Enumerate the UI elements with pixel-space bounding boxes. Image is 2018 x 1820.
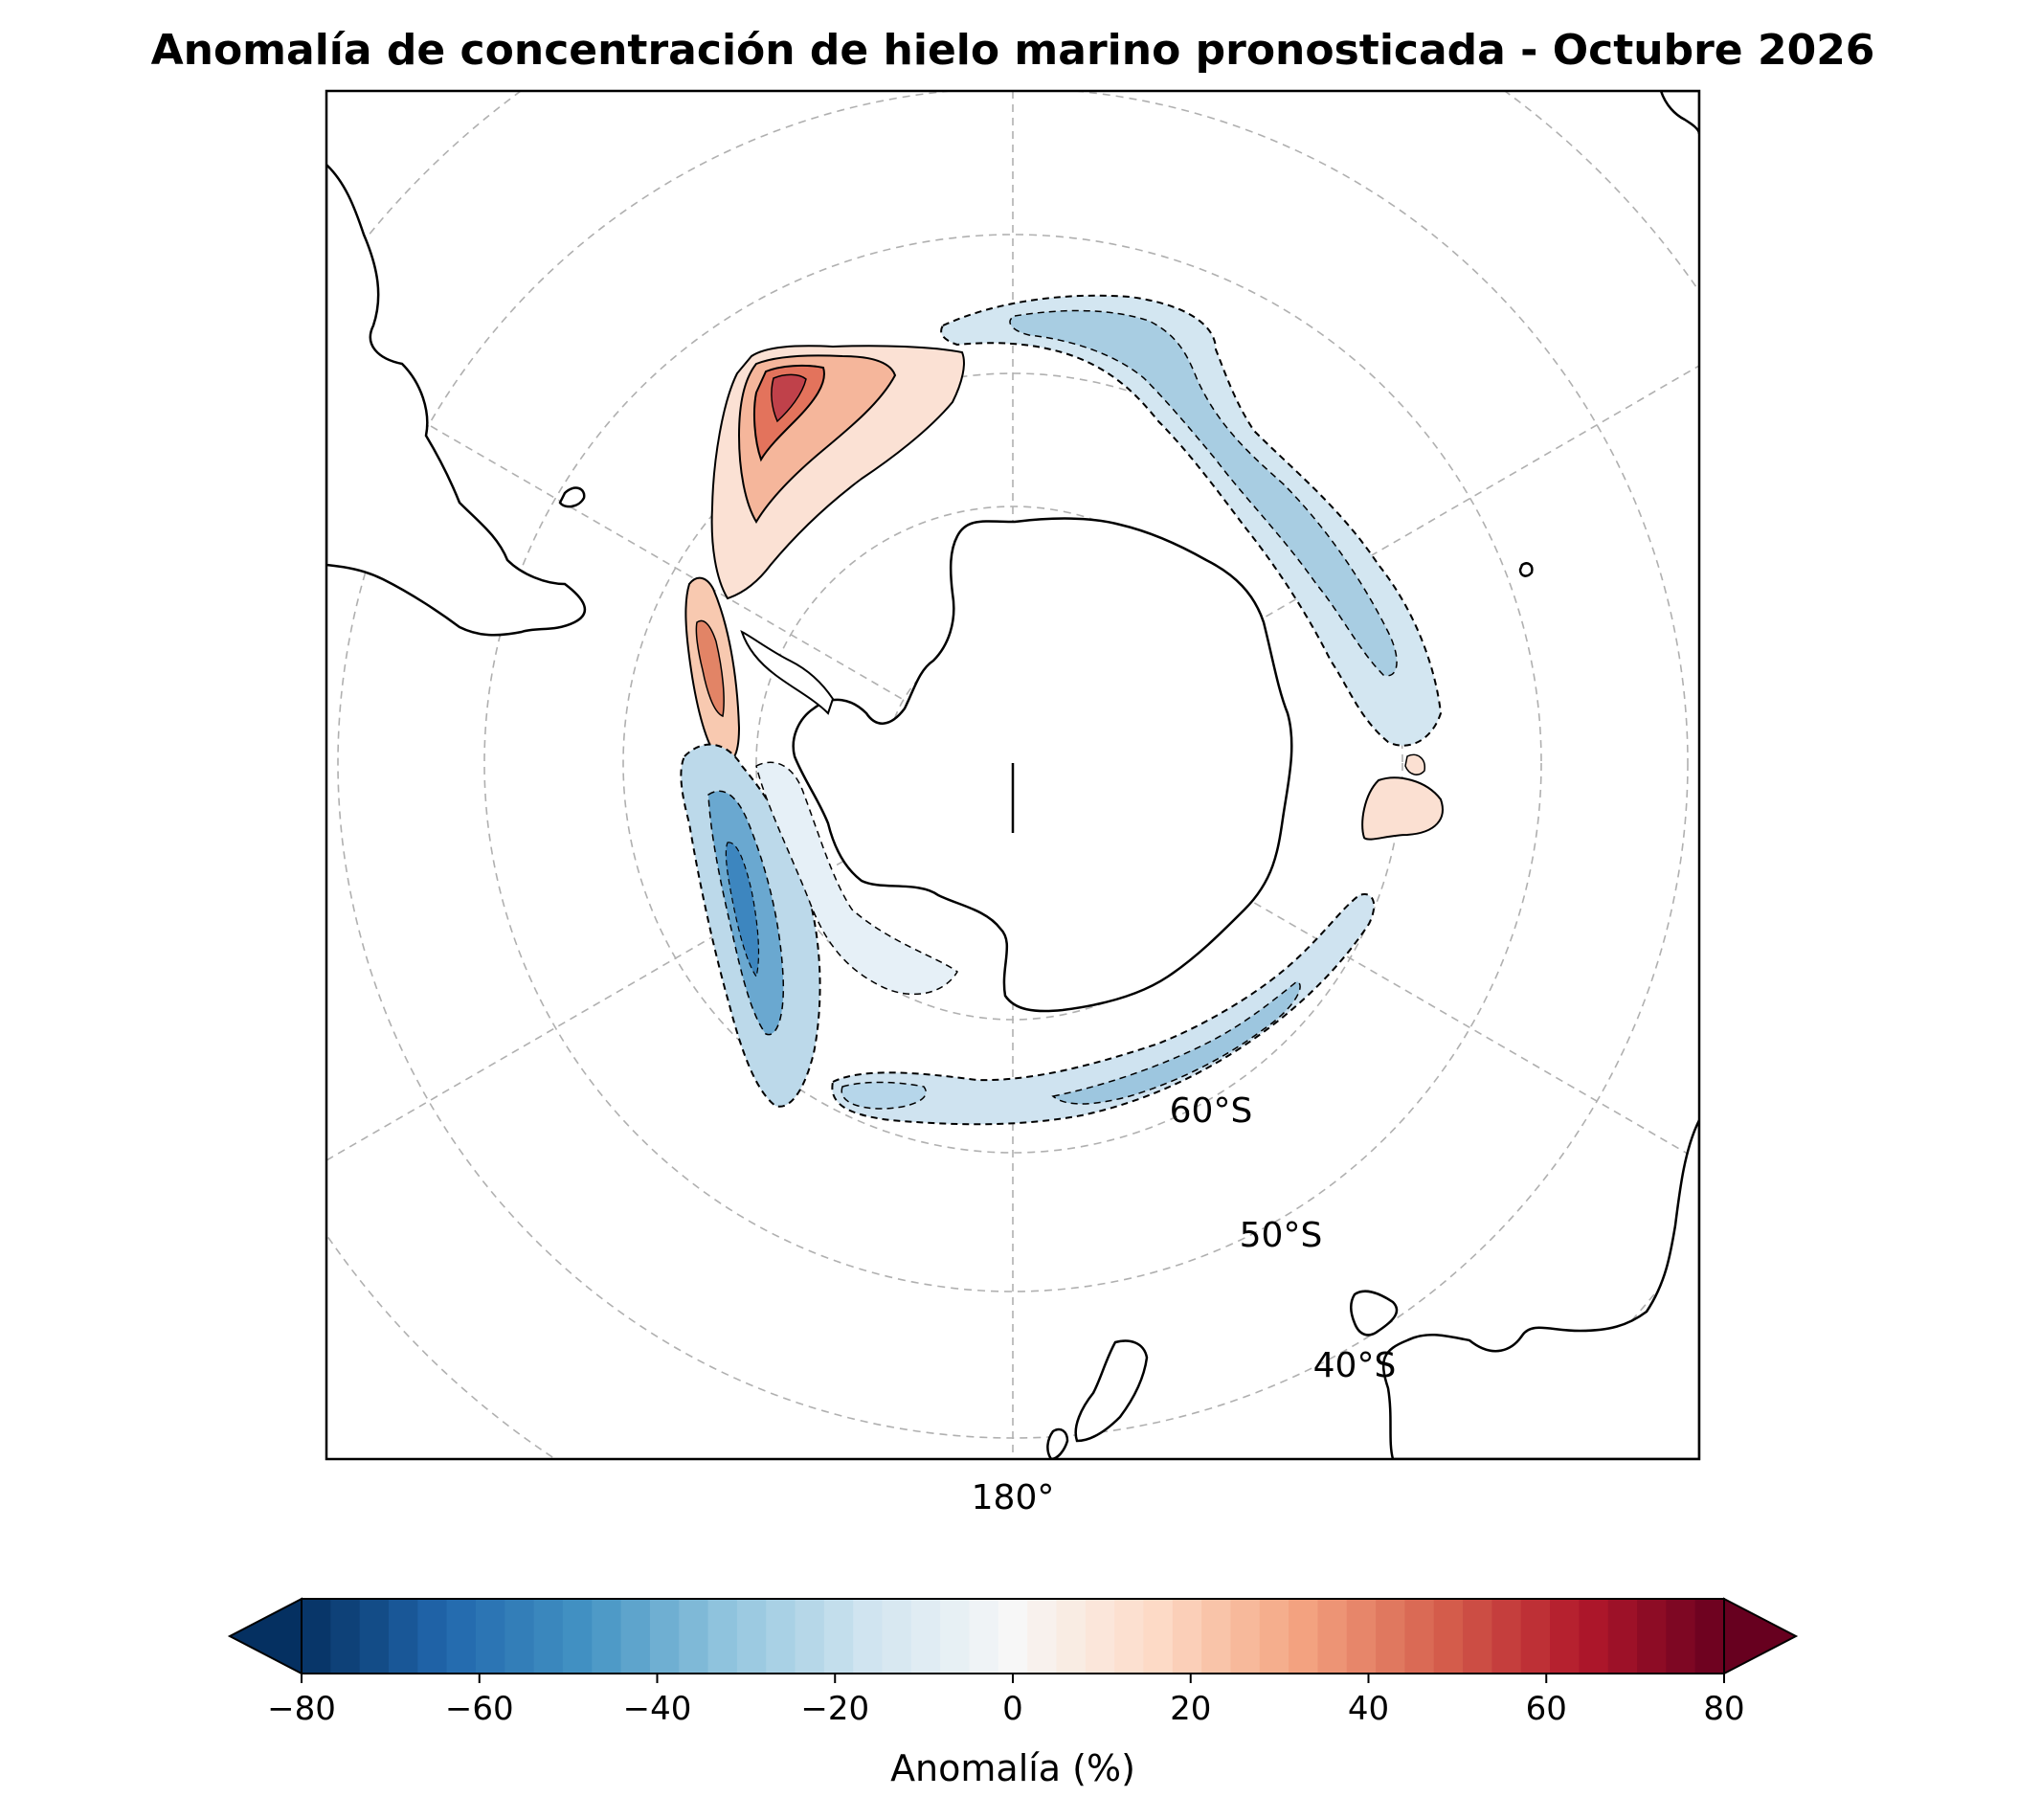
colorbar-extend-max (1723, 1597, 1799, 1675)
colorbar-cell (766, 1599, 796, 1674)
colorbar-cell (1172, 1599, 1202, 1674)
colorbar-cell (620, 1599, 651, 1674)
colorbar-cell (1666, 1599, 1696, 1674)
colorbar-cell (1433, 1599, 1464, 1674)
colorbar-label: Anomalía (%) (890, 1747, 1135, 1789)
new-zealand-north-coastline (1046, 1427, 1069, 1459)
colorbar-cell (446, 1599, 477, 1674)
colorbar-cell (562, 1599, 593, 1674)
map-panel: 60°S 50°S 40°S 180° (325, 89, 1701, 1517)
colorbar-cell (302, 1599, 331, 1674)
colorbar-tick-label: 0 (1002, 1690, 1023, 1728)
colorbar-cell (853, 1599, 884, 1674)
continent-coastlines (326, 91, 1699, 1459)
anomaly-weddell-positive (710, 345, 965, 600)
lon-label-180: 180° (972, 1478, 1055, 1517)
colorbar-cell (533, 1599, 564, 1674)
anomaly-pacific-negative (831, 893, 1376, 1126)
lat-label-40: 40°S (1313, 1346, 1397, 1385)
colorbar-cell (1085, 1599, 1115, 1674)
anomaly-indian-negative (940, 294, 1443, 747)
colorbar-cell (969, 1599, 999, 1674)
colorbar-tick-label: 40 (1348, 1690, 1389, 1728)
antarctic-peninsula (740, 630, 835, 715)
tasmania-coastline (1350, 1290, 1399, 1337)
colorbar-cell (736, 1599, 767, 1674)
colorbar-tick-label: −20 (800, 1690, 869, 1728)
new-zealand-coastline (1074, 1339, 1149, 1443)
colorbar-cell (1520, 1599, 1551, 1674)
colorbar-tick-label: 20 (1170, 1690, 1211, 1728)
colorbar-cell (504, 1599, 535, 1674)
colorbar-cell (910, 1599, 941, 1674)
colorbar-cell (1114, 1599, 1145, 1674)
colorbar-cell (388, 1599, 418, 1674)
colorbar-tick-label: 80 (1703, 1690, 1744, 1728)
colorbar-cell (1056, 1599, 1087, 1674)
colorbar-cell (1579, 1599, 1609, 1674)
colorbar-cell (1259, 1599, 1289, 1674)
colorbar-cell (592, 1599, 622, 1674)
colorbar-cell (649, 1599, 680, 1674)
colorbar-cell (1376, 1599, 1406, 1674)
colorbar-cells (302, 1599, 1725, 1674)
colorbar-cell (707, 1599, 738, 1674)
colorbar-cell (1550, 1599, 1580, 1674)
falkland-islands-coastline (558, 486, 586, 508)
colorbar-cell (330, 1599, 361, 1674)
colorbar-cell (1027, 1599, 1058, 1674)
colorbar-cell (1289, 1599, 1319, 1674)
colorbar-cell (1230, 1599, 1261, 1674)
colorbar-tick-label: −40 (623, 1690, 692, 1728)
colorbar-cell (1143, 1599, 1174, 1674)
colorbar-cell (1201, 1599, 1232, 1674)
colorbar-cell (1694, 1599, 1725, 1674)
antarctica-coastline (792, 517, 1293, 1013)
figure-title: Anomalía de concentración de hielo marin… (151, 26, 1875, 75)
australia-coastline (1381, 1119, 1699, 1459)
colorbar-cell (1491, 1599, 1522, 1674)
colorbar-cell (1607, 1599, 1638, 1674)
colorbar-cell (882, 1599, 912, 1674)
south-america-coastline (326, 163, 586, 637)
colorbar-cell (1404, 1599, 1435, 1674)
map-frame (325, 89, 1701, 1461)
colorbar-cell (823, 1599, 854, 1674)
colorbar-tick-label: 60 (1526, 1690, 1567, 1728)
gridline-lat-60 (622, 372, 1403, 1154)
colorbar-cell (1463, 1599, 1492, 1674)
colorbar-ticks: −80 −60 −40 −20 0 20 40 60 80 (267, 1674, 1745, 1728)
colorbar-tick-label: −60 (445, 1690, 514, 1728)
colorbar-cell (1637, 1599, 1667, 1674)
colorbar-cell (359, 1599, 390, 1674)
gridline-lat-50 (483, 234, 1542, 1292)
colorbar-cell (998, 1599, 1028, 1674)
colorbar-cell (1346, 1599, 1377, 1674)
colorbar-extend-min (227, 1597, 303, 1675)
colorbar-cell (940, 1599, 971, 1674)
colorbar-cell (679, 1599, 709, 1674)
colorbar-tick-label: −80 (267, 1690, 336, 1728)
anomaly-field (680, 294, 1444, 1126)
lat-label-60: 60°S (1170, 1091, 1253, 1131)
colorbar-cell (795, 1599, 825, 1674)
colorbar-cell (1317, 1599, 1348, 1674)
lat-label-50: 50°S (1240, 1216, 1323, 1255)
colorbar: −80 −60 −40 −20 0 20 40 60 80 Anomalía (%) (227, 1597, 1799, 1789)
kerguelen-coastline (1518, 562, 1534, 577)
colorbar-cell (475, 1599, 505, 1674)
anomaly-ross-negative (680, 743, 958, 1108)
colorbar-cell (417, 1599, 448, 1674)
anomaly-amundsen-positive (1361, 753, 1444, 841)
